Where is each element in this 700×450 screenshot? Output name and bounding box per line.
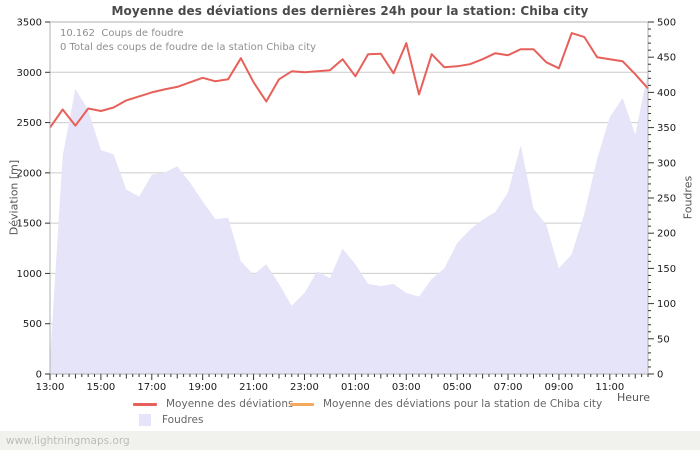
x-axis-label-heure: Heure — [616, 391, 650, 404]
svg-text:350: 350 — [657, 123, 676, 134]
svg-text:23:00: 23:00 — [290, 382, 319, 393]
svg-text:50: 50 — [657, 334, 670, 345]
legend-label-station: Moyenne des déviations pour la station d… — [323, 398, 603, 410]
svg-text:500: 500 — [23, 319, 42, 330]
svg-text:03:00: 03:00 — [392, 382, 421, 393]
svg-text:11:00: 11:00 — [595, 382, 624, 393]
svg-text:1500: 1500 — [17, 219, 42, 230]
legend-label-foudres: Foudres — [162, 414, 204, 426]
svg-text:1000: 1000 — [17, 269, 42, 280]
svg-text:150: 150 — [657, 264, 676, 275]
svg-text:09:00: 09:00 — [545, 382, 574, 393]
y-axis-label-deviation: Déviation [m] — [7, 159, 21, 236]
svg-text:2000: 2000 — [17, 168, 42, 179]
svg-text:17:00: 17:00 — [137, 382, 166, 393]
svg-text:100: 100 — [657, 299, 676, 310]
strike-count-total: 10.162 Coups de foudre — [60, 28, 184, 39]
watermark-url: www.lightningmaps.org — [6, 435, 130, 447]
legend-swatch-station-line — [290, 402, 314, 406]
svg-text:21:00: 21:00 — [239, 382, 268, 393]
svg-text:0: 0 — [36, 370, 42, 381]
legend-label-deviation: Moyenne des déviations — [166, 398, 294, 410]
chart-title: Moyenne des déviations des dernières 24h… — [111, 4, 589, 18]
svg-text:13:00: 13:00 — [36, 382, 65, 393]
svg-text:500: 500 — [657, 18, 676, 29]
legend-swatch-deviation-line — [133, 402, 157, 406]
svg-text:05:00: 05:00 — [443, 382, 472, 393]
svg-text:0: 0 — [657, 370, 663, 381]
strike-count-station: 0 Total des coups de foudre de la statio… — [60, 42, 317, 53]
svg-text:200: 200 — [657, 229, 676, 240]
svg-text:400: 400 — [657, 88, 676, 99]
svg-text:01:00: 01:00 — [341, 382, 370, 393]
svg-text:15:00: 15:00 — [86, 382, 115, 393]
svg-text:3500: 3500 — [17, 18, 42, 29]
svg-text:19:00: 19:00 — [188, 382, 217, 393]
svg-text:3000: 3000 — [17, 68, 42, 79]
legend-item-foudres: Foudres — [133, 413, 203, 427]
footer-strip — [0, 431, 700, 450]
legend-item-station: Moyenne des déviations pour la station d… — [290, 397, 602, 411]
svg-text:450: 450 — [657, 53, 676, 64]
strike-count-annotation: 10.162 Coups de foudre 0 Total des coups… — [60, 27, 316, 55]
svg-text:2500: 2500 — [17, 118, 42, 129]
svg-text:300: 300 — [657, 158, 676, 169]
legend-swatch-foudres-area — [139, 414, 151, 426]
y-axis-label-foudres: Foudres — [681, 175, 695, 220]
legend-item-deviation: Moyenne des déviations — [133, 397, 293, 411]
svg-text:07:00: 07:00 — [494, 382, 523, 393]
svg-text:250: 250 — [657, 194, 676, 205]
